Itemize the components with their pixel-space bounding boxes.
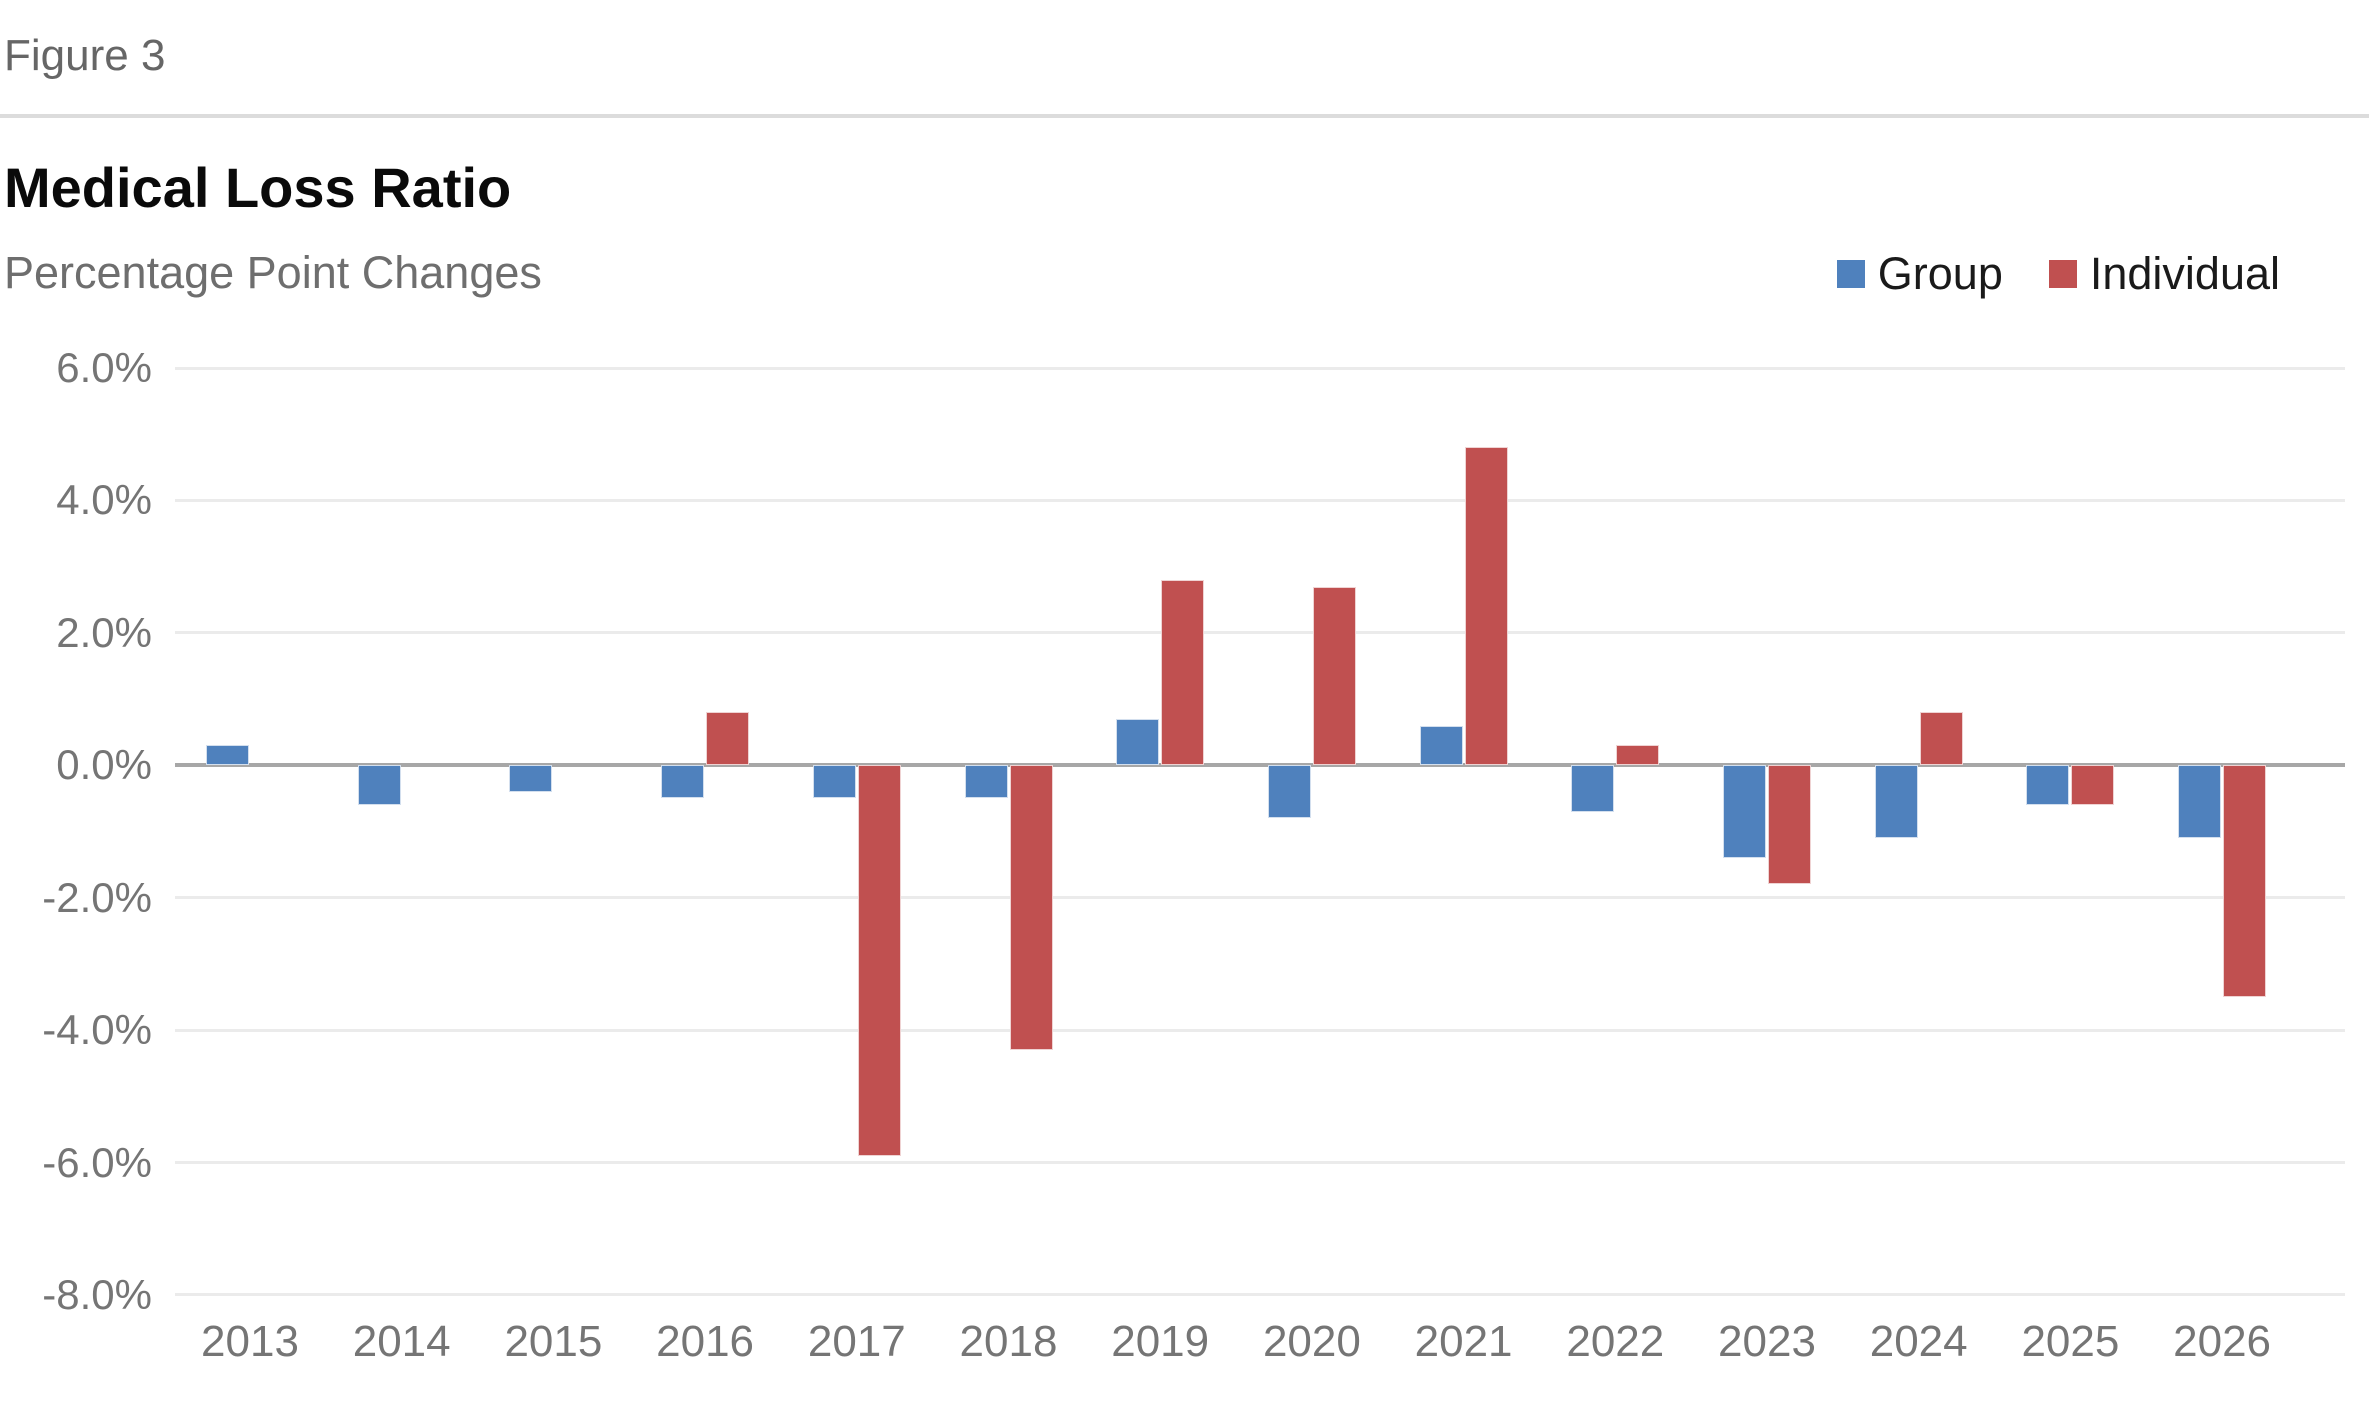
x-axis-tick-label: 2018 xyxy=(959,1317,1058,1366)
gridline-4 xyxy=(175,498,2345,502)
x-axis-tick-label: 2024 xyxy=(1869,1317,1968,1366)
bar-group-2019 xyxy=(1116,718,1160,766)
bar-individual-2026 xyxy=(2223,765,2267,998)
figure-label: Figure 3 xyxy=(4,31,166,80)
y-axis-tick-label: 4.0% xyxy=(56,476,152,524)
bar-group-2024 xyxy=(1874,765,1918,839)
x-axis-tick-label: 2025 xyxy=(2021,1317,2120,1366)
bar-group-2023 xyxy=(1723,765,1766,858)
x-axis-tick-label: 2013 xyxy=(201,1317,299,1366)
bar-group-2013 xyxy=(206,745,249,766)
gridline--6 xyxy=(175,1161,2345,1165)
legend: Group Individual xyxy=(1836,248,2280,300)
legend-label-group: Group xyxy=(1877,248,2003,299)
bar-individual-2021 xyxy=(1464,447,1508,766)
bar-individual-2018 xyxy=(1009,765,1053,1050)
x-axis-tick-label: 2016 xyxy=(656,1317,755,1366)
x-axis-tick-label: 2023 xyxy=(1718,1317,1816,1366)
legend-label-individual: Individual xyxy=(2089,248,2280,299)
bar-group-2016 xyxy=(661,765,705,799)
gridline--8 xyxy=(175,1293,2345,1297)
bar-individual-2023 xyxy=(1768,765,1811,885)
x-axis-tick-label: 2017 xyxy=(807,1317,906,1366)
bar-individual-2024 xyxy=(1919,712,1963,766)
zero-axis-line xyxy=(175,763,2345,768)
gridline--4 xyxy=(175,1028,2345,1032)
bar-group-2022 xyxy=(1571,765,1615,812)
bar-group-2026 xyxy=(2178,765,2222,839)
bar-group-2025 xyxy=(2026,765,2070,805)
group-swatch-icon xyxy=(1836,260,1865,288)
bar-group-2018 xyxy=(964,765,1008,799)
gridline-6 xyxy=(175,366,2345,370)
x-axis-tick-label: 2019 xyxy=(1111,1317,1210,1366)
bar-individual-2022 xyxy=(1616,745,1660,766)
x-axis-tick-label: 2026 xyxy=(2173,1317,2272,1366)
legend-item-individual: Individual xyxy=(2048,248,2280,300)
gridline--2 xyxy=(175,896,2345,900)
chart-title: Medical Loss Ratio xyxy=(4,156,512,219)
bar-group-2021 xyxy=(1419,725,1463,766)
legend-item-group: Group xyxy=(1836,248,2003,300)
x-axis-tick-label: 2015 xyxy=(504,1317,603,1366)
bar-individual-2020 xyxy=(1312,586,1356,766)
bar-group-2020 xyxy=(1267,765,1311,819)
bar-group-2017 xyxy=(812,765,856,799)
individual-swatch-icon xyxy=(2048,260,2077,288)
y-axis-tick-label: 2.0% xyxy=(56,608,152,656)
bar-individual-2025 xyxy=(2071,765,2115,805)
x-axis-tick-label: 2014 xyxy=(352,1317,451,1366)
y-axis-tick-label: 6.0% xyxy=(56,344,152,391)
y-axis-tick-label: 0.0% xyxy=(56,741,152,789)
y-axis-tick-label: -6.0% xyxy=(42,1138,152,1186)
x-axis-tick-label: 2021 xyxy=(1414,1317,1513,1366)
y-axis-tick-label: -4.0% xyxy=(42,1006,152,1054)
bar-individual-2019 xyxy=(1161,579,1205,766)
bar-individual-2017 xyxy=(857,765,901,1156)
x-axis-tick-label: 2020 xyxy=(1262,1317,1361,1366)
gridline-2 xyxy=(175,631,2345,635)
y-axis-tick-label: -2.0% xyxy=(42,873,152,921)
header-divider xyxy=(0,114,2369,118)
bar-group-2014 xyxy=(357,765,401,805)
chart-subtitle: Percentage Point Changes xyxy=(4,247,542,298)
x-axis-tick-label: 2022 xyxy=(1566,1317,1665,1366)
y-axis-tick-label: -8.0% xyxy=(42,1270,152,1318)
bar-group-2015 xyxy=(509,765,553,792)
bar-individual-2016 xyxy=(706,712,750,766)
